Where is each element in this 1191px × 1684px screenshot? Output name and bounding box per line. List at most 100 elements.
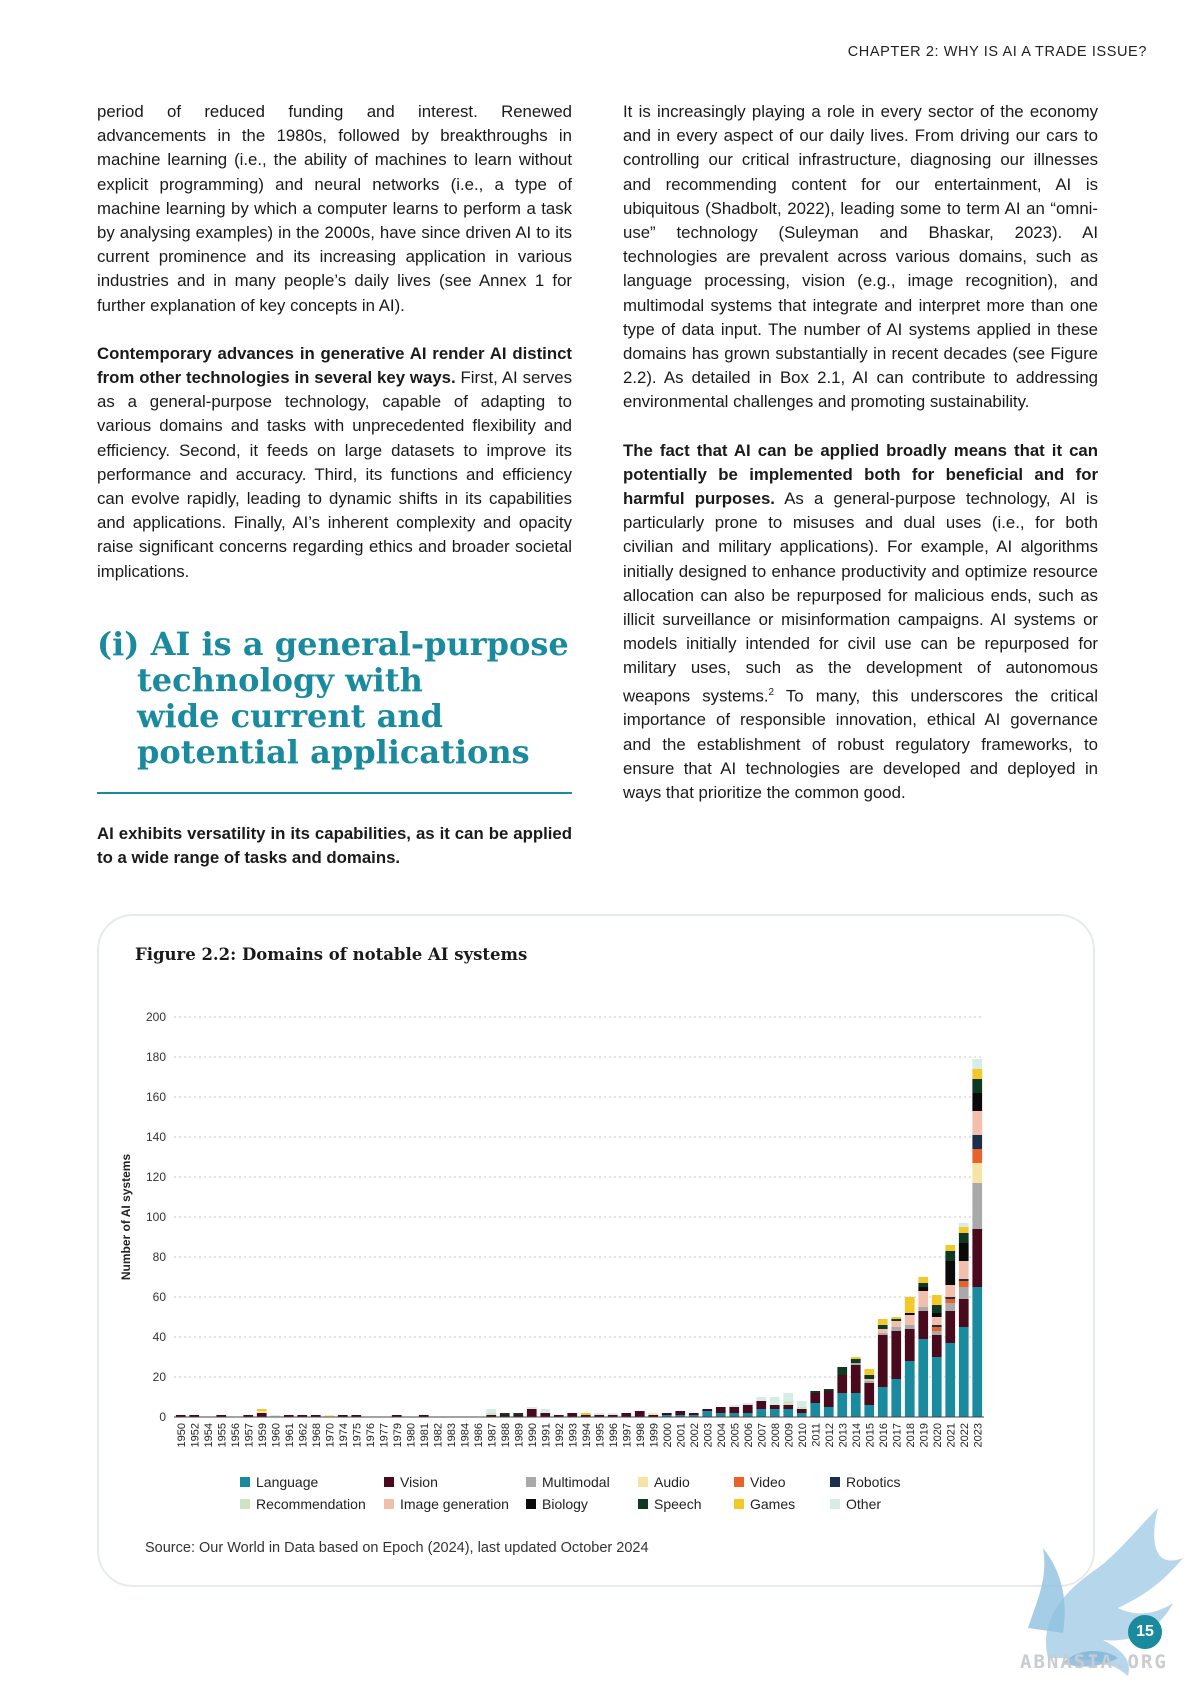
bar-segment-other <box>756 1397 767 1401</box>
bar-segment-robotics <box>931 1325 942 1327</box>
bar-segment-speech <box>823 1389 834 1391</box>
bar-segment-language <box>742 1413 753 1417</box>
bar-segment-multimodal <box>864 1381 875 1383</box>
bar-segment-language <box>715 1413 726 1417</box>
x-tick-label: 1968 <box>311 1423 323 1447</box>
legend-swatch <box>384 1477 394 1487</box>
bar-segment-language <box>796 1413 807 1417</box>
legend-item: Language <box>240 1474 384 1490</box>
x-tick-label: 1962 <box>297 1423 309 1447</box>
bar-segment-recommendation <box>783 1401 794 1405</box>
bar-segment-vision <box>256 1413 267 1417</box>
legend-item: Games <box>734 1496 830 1512</box>
legend-item: Robotics <box>830 1474 930 1490</box>
bar-segment-language <box>877 1387 888 1417</box>
bar-segment-multimodal <box>972 1183 983 1229</box>
bar-segment-image-generation <box>972 1111 983 1135</box>
bar-segment-language <box>945 1343 956 1417</box>
x-tick-label: 1974 <box>338 1423 350 1447</box>
bar-segment-vision <box>594 1415 605 1417</box>
bar-segment-vision <box>243 1415 254 1417</box>
bar-segment-vision <box>634 1411 645 1417</box>
bar-segment-biology <box>945 1261 956 1285</box>
bar-segment-other <box>796 1401 807 1407</box>
x-tick-label: 2021 <box>945 1423 957 1447</box>
bar-segment-games <box>877 1319 888 1325</box>
watermark-logo <box>1028 1508 1183 1676</box>
bar-segment-vision <box>297 1415 308 1417</box>
bar-segment-vision <box>918 1311 929 1339</box>
bar-segment-speech <box>864 1375 875 1379</box>
bar-segment-other <box>594 1413 605 1415</box>
bar-segment-games <box>864 1369 875 1375</box>
right-paragraph-1: It is increasingly playing a role in eve… <box>623 102 1098 412</box>
bar-segment-other <box>270 1415 281 1417</box>
bar-segment-vision <box>553 1415 564 1417</box>
figure-title: Figure 2.2: Domains of notable AI system… <box>135 945 528 964</box>
left-paragraph-2: Contemporary advances in generative AI r… <box>97 342 572 584</box>
x-tick-label: 1987 <box>486 1423 498 1447</box>
x-tick-label: 1986 <box>473 1423 485 1447</box>
bar-segment-vision <box>175 1415 186 1417</box>
bar-segment-language <box>958 1327 969 1417</box>
x-tick-label: 1955 <box>216 1423 228 1447</box>
y-tick-label: 20 <box>153 1370 167 1384</box>
legend-swatch <box>830 1499 840 1509</box>
bar-segment-speech <box>931 1305 942 1313</box>
legend-label: Other <box>846 1496 882 1512</box>
x-tick-label: 2003 <box>702 1423 714 1447</box>
bar-segment-vision <box>688 1413 699 1415</box>
bar-segment-vision <box>283 1415 294 1417</box>
y-tick-label: 180 <box>146 1050 166 1064</box>
x-tick-label: 1993 <box>567 1423 579 1447</box>
bar-segment-image-generation <box>931 1317 942 1325</box>
bar-segment-speech <box>891 1319 902 1321</box>
bar-segment-recommendation <box>486 1413 497 1415</box>
legend-item: Audio <box>638 1474 734 1490</box>
x-tick-label: 1998 <box>635 1423 647 1447</box>
bar-segment-vision <box>850 1365 861 1393</box>
bar-segment-recommendation <box>796 1407 807 1409</box>
x-tick-label: 1954 <box>203 1423 215 1447</box>
y-tick-label: 160 <box>146 1090 166 1104</box>
x-tick-label: 2017 <box>891 1423 903 1447</box>
y-axis-label: Number of AI systems <box>119 1154 133 1281</box>
x-tick-label: 1979 <box>392 1423 404 1447</box>
x-tick-label: 2019 <box>918 1423 930 1447</box>
legend-label: Multimodal <box>542 1474 610 1490</box>
bar-segment-audio <box>648 1413 659 1415</box>
x-tick-label: 2006 <box>743 1423 755 1447</box>
bar-segment-video <box>972 1149 983 1163</box>
section-heading: (i) AI is a general-purpose technology w… <box>97 626 572 770</box>
figure-source: Source: Our World in Data based on Epoch… <box>145 1540 649 1556</box>
bar-segment-vision <box>216 1415 227 1417</box>
bar-segment-vision <box>931 1335 942 1357</box>
bar-segment-language <box>661 1415 672 1417</box>
bar-segment-language <box>823 1407 834 1417</box>
x-tick-label: 1976 <box>365 1423 377 1447</box>
bar-segment-games <box>931 1295 942 1305</box>
bar-segment-other <box>607 1413 618 1415</box>
legend-label: Speech <box>654 1496 702 1512</box>
legend-label: Image generation <box>400 1496 509 1512</box>
bar-segment-other <box>769 1397 780 1405</box>
legend-label: Vision <box>400 1474 438 1490</box>
left-paragraph-1: period of reduced funding and interest. … <box>97 102 572 315</box>
bar-segment-vision <box>877 1335 888 1387</box>
x-tick-label: 2004 <box>716 1423 728 1447</box>
bar-segment-vision <box>823 1391 834 1407</box>
section-heading-line-2: technology with <box>137 661 423 699</box>
y-tick-label: 0 <box>159 1410 166 1424</box>
x-tick-label: 2022 <box>959 1423 971 1447</box>
bar-segment-language <box>904 1361 915 1417</box>
bar-segment-language <box>931 1357 942 1417</box>
bar-segment-speech <box>958 1233 969 1243</box>
x-tick-label: 1980 <box>405 1423 417 1447</box>
bar-segment-other <box>526 1407 537 1409</box>
y-tick-label: 140 <box>146 1130 166 1144</box>
x-tick-label: 1975 <box>351 1423 363 1447</box>
bar-segment-speech <box>513 1413 524 1415</box>
left-paragraph-2-bold: Contemporary advances in generative AI r… <box>97 343 572 388</box>
bar-segment-video <box>945 1299 956 1303</box>
x-tick-label: 1952 <box>189 1423 201 1447</box>
